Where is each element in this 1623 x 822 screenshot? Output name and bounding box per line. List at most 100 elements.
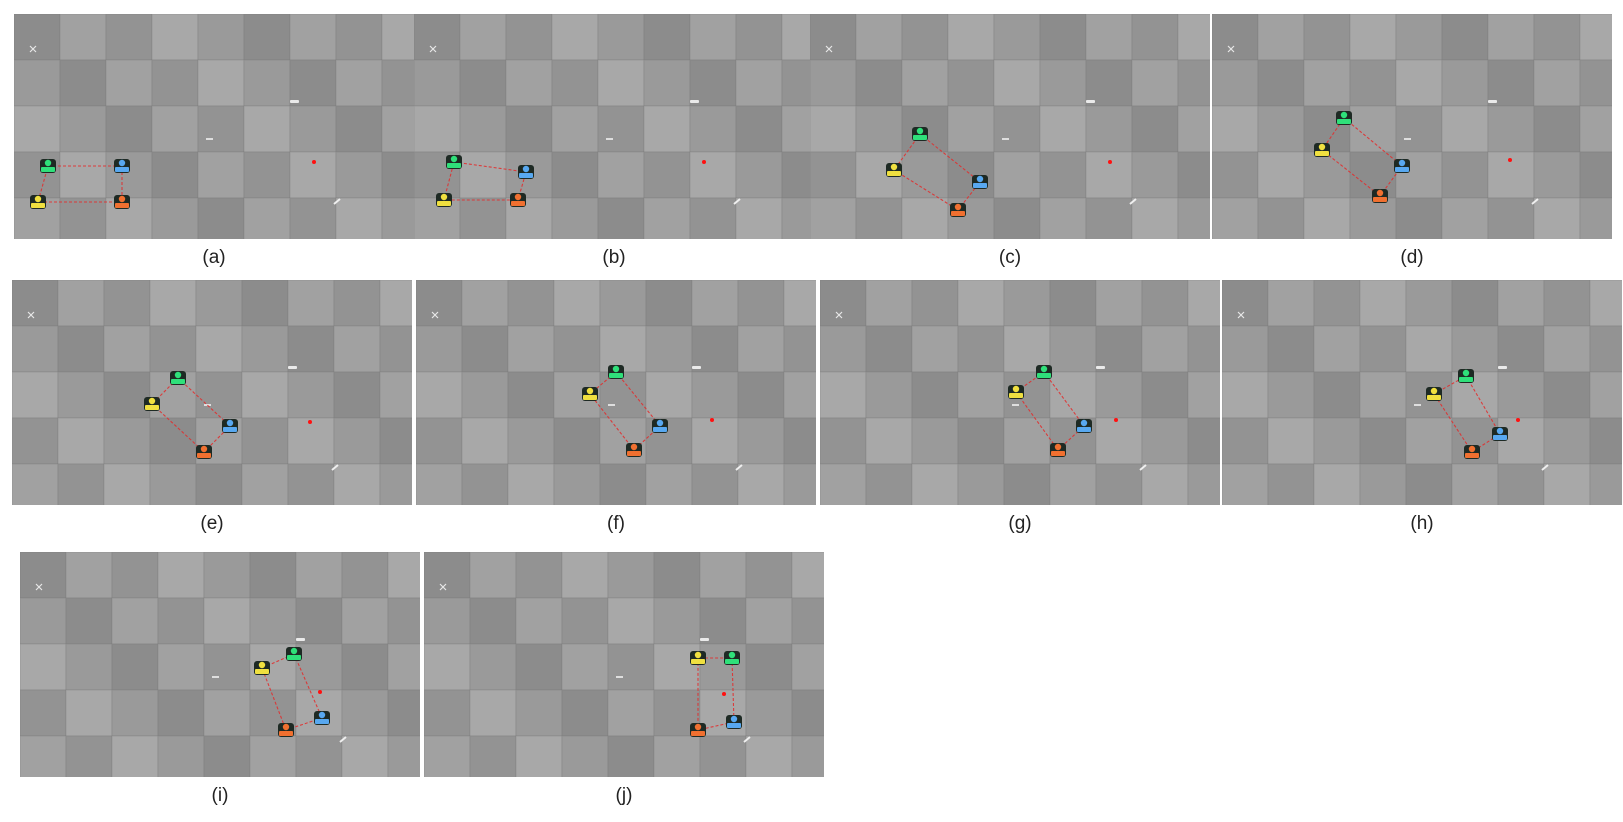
robot [1008, 385, 1024, 399]
scene-svg [810, 14, 1210, 239]
corner-marker [825, 45, 833, 53]
floor-tiles [12, 280, 412, 505]
robot [278, 723, 294, 737]
corner-marker [27, 311, 35, 319]
floor-mark [1012, 404, 1019, 406]
panel-g: (g) [820, 280, 1220, 535]
robot [950, 203, 966, 217]
robot [1336, 111, 1352, 125]
panel-e: (e) [12, 280, 412, 535]
robot [286, 647, 302, 661]
scene-svg [414, 14, 814, 239]
scene-svg [1222, 280, 1622, 505]
robot [1050, 443, 1066, 457]
floor-mark [206, 138, 213, 140]
floor-mark [204, 404, 211, 406]
photo-d [1212, 14, 1612, 239]
robot [436, 193, 452, 207]
scene-svg [12, 280, 412, 505]
robot [912, 127, 928, 141]
photo-a [14, 14, 414, 239]
floor-mark [1414, 404, 1421, 406]
robot [608, 365, 624, 379]
panel-label: (g) [1008, 513, 1032, 534]
target-point [710, 418, 714, 422]
robot [582, 387, 598, 401]
floor-mark [606, 138, 613, 140]
robot [1458, 369, 1474, 383]
target-point [722, 692, 726, 696]
corner-marker [431, 311, 439, 319]
robot [1464, 445, 1480, 459]
scene-svg [424, 552, 824, 777]
photo-e [12, 280, 412, 505]
panel-label: (e) [200, 513, 224, 534]
robot [652, 419, 668, 433]
floor-mark [1498, 366, 1507, 369]
panel-a: (a) [14, 14, 414, 269]
floor-mark [735, 464, 743, 471]
target-point [312, 160, 316, 164]
floor-tiles [14, 14, 414, 239]
robot [144, 397, 160, 411]
floor-mark [1086, 100, 1095, 103]
panel-label: (f) [607, 513, 625, 534]
target-point [702, 160, 706, 164]
panel-label: (c) [998, 247, 1022, 268]
scene-svg [1212, 14, 1612, 239]
robot [690, 651, 706, 665]
target-point [1108, 160, 1112, 164]
robot [114, 159, 130, 173]
floor-tiles [424, 552, 824, 777]
robot [972, 175, 988, 189]
robot [510, 193, 526, 207]
target-point [308, 420, 312, 424]
floor-tiles [414, 14, 814, 239]
floor-tiles [1222, 280, 1622, 505]
panel-h: (h) [1222, 280, 1622, 535]
floor-mark [608, 404, 615, 406]
floor-mark [692, 366, 701, 369]
floor-mark [700, 638, 709, 641]
robot [114, 195, 130, 209]
photo-j [424, 552, 824, 777]
robot [724, 651, 740, 665]
floor-mark [743, 736, 751, 743]
robot [1492, 427, 1508, 441]
robot [518, 165, 534, 179]
floor-mark [1488, 100, 1497, 103]
photo-g [820, 280, 1220, 505]
floor-mark [331, 464, 339, 471]
panel-i: (i) [20, 552, 420, 807]
target-point [1516, 418, 1520, 422]
floor-mark [690, 100, 699, 103]
robot [446, 155, 462, 169]
robot [886, 163, 902, 177]
corner-marker [429, 45, 437, 53]
floor-mark [212, 676, 219, 678]
robot [1394, 159, 1410, 173]
floor-mark [1541, 464, 1549, 471]
robot [30, 195, 46, 209]
scene-svg [14, 14, 414, 239]
floor-tiles [1212, 14, 1612, 239]
panel-j: (j) [424, 552, 824, 807]
robot [1314, 143, 1330, 157]
robot [726, 715, 742, 729]
floor-mark [296, 638, 305, 641]
target-point [1508, 158, 1512, 162]
photo-f [416, 280, 816, 505]
corner-marker [29, 45, 37, 53]
floor-mark [339, 736, 347, 743]
robot [254, 661, 270, 675]
panel-label: (i) [211, 785, 229, 806]
scene-svg [20, 552, 420, 777]
floor-mark [290, 100, 299, 103]
floor-tiles [416, 280, 816, 505]
floor-tiles [810, 14, 1210, 239]
panel-label: (b) [602, 247, 626, 268]
robot [170, 371, 186, 385]
robot [1426, 387, 1442, 401]
target-point [1114, 418, 1118, 422]
panel-b: (b) [414, 14, 814, 269]
